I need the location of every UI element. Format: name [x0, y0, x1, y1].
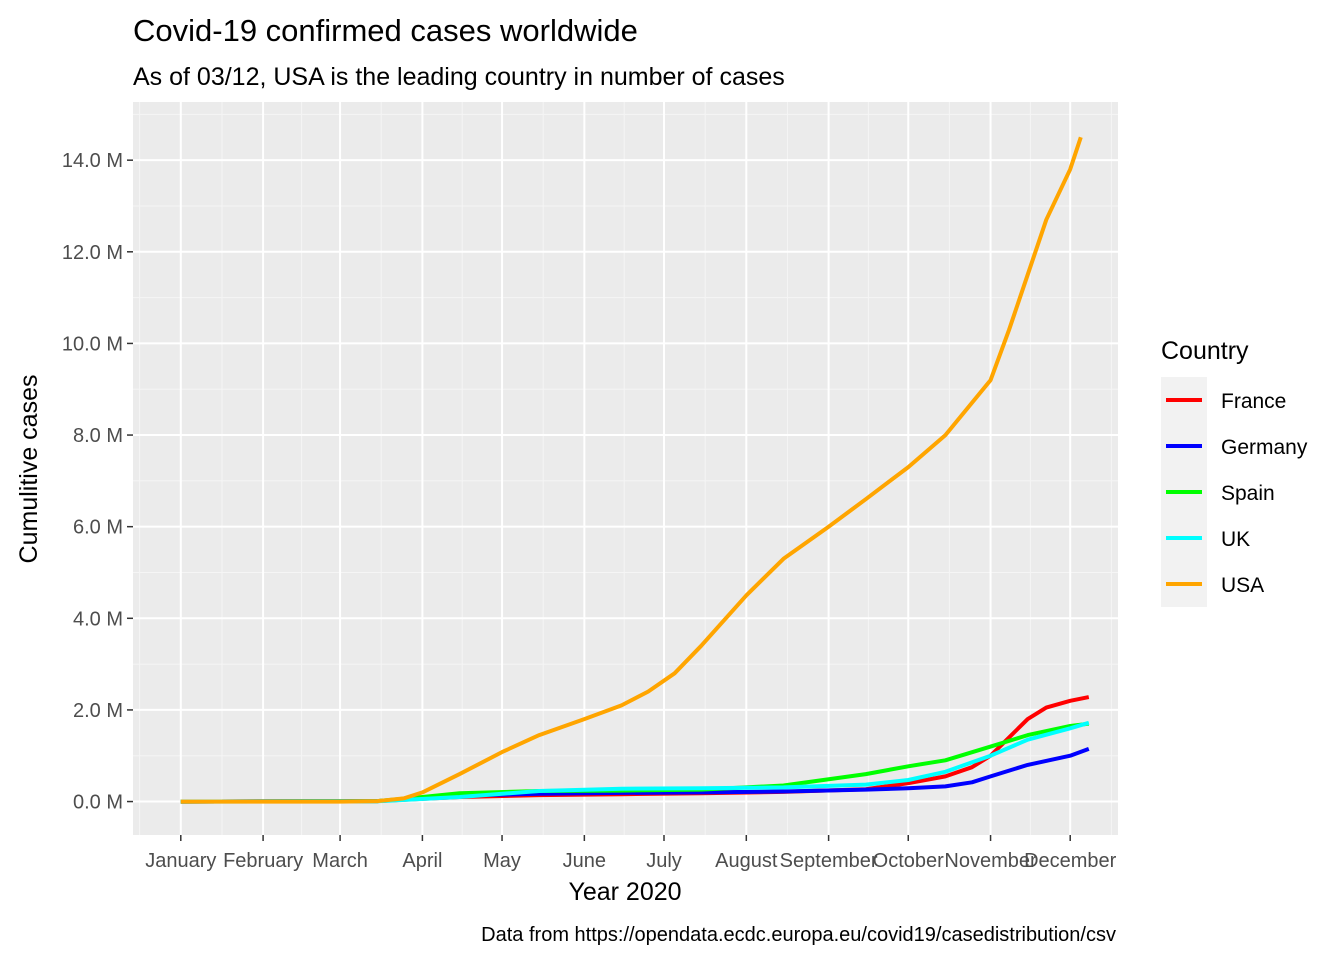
y-tick-label: 10.0 M — [62, 333, 123, 355]
y-tick-label: 8.0 M — [73, 425, 123, 447]
legend: Country France Germany Spain UK USA — [1161, 337, 1308, 607]
legend-label-spain: Spain — [1221, 482, 1275, 505]
legend-label-usa: USA — [1221, 574, 1264, 597]
series-line-uk — [180, 720, 1090, 804]
x-axis: January February March April May June July Augu… — [145, 835, 1117, 872]
x-tick-label: July — [646, 850, 682, 872]
x-tick-label: December — [1024, 850, 1117, 872]
x-tick-label: June — [563, 850, 606, 872]
chart-caption: Data from https://opendata.ecdc.europa.e… — [481, 924, 1116, 946]
x-tick-label: October — [873, 850, 944, 872]
chart-subtitle: As of 03/12, USA is the leading country … — [133, 63, 785, 91]
x-axis-title: Year 2020 — [568, 878, 681, 906]
data-lines — [180, 136, 1090, 804]
legend-label-france: France — [1221, 390, 1286, 413]
x-tick-label: January — [145, 850, 216, 872]
plot-panel — [133, 102, 1118, 835]
y-tick-label: 14.0 M — [62, 150, 123, 172]
legend-title: Country — [1161, 337, 1249, 365]
x-tick-label: February — [223, 850, 303, 872]
y-axis: 0.0 M 2.0 M 4.0 M 6.0 M 8.0 M 10.0 M 12.0 M 14.… — [62, 150, 133, 814]
x-tick-label: April — [402, 850, 442, 872]
series-line-usa — [180, 136, 1083, 804]
x-tick-label: August — [715, 850, 778, 872]
x-tick-label: September — [780, 850, 878, 872]
y-tick-label: 2.0 M — [73, 700, 123, 722]
chart-title: Covid-19 confirmed cases worldwide — [133, 13, 638, 48]
x-tick-label: November — [944, 850, 1037, 872]
x-tick-label: March — [312, 850, 368, 872]
legend-items: France Germany Spain UK USA — [1166, 390, 1308, 597]
y-tick-label: 4.0 M — [73, 608, 123, 630]
y-tick-label: 6.0 M — [73, 517, 123, 539]
grid-minor — [133, 102, 1118, 835]
legend-label-uk: UK — [1221, 528, 1250, 551]
y-axis-title: Cumulitive cases — [15, 375, 43, 564]
grid-major — [133, 102, 1118, 835]
y-tick-label: 12.0 M — [62, 242, 123, 264]
y-tick-label: 0.0 M — [73, 792, 123, 814]
legend-label-germany: Germany — [1221, 436, 1308, 459]
x-tick-label: May — [483, 850, 521, 872]
